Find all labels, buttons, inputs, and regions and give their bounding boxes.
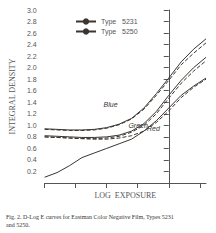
svg-text:2.6: 2.6 (27, 30, 37, 37)
svg-text:1.0: 1.0 (27, 122, 37, 129)
svg-text:2.8: 2.8 (27, 18, 37, 25)
svg-text:2.4: 2.4 (27, 41, 37, 48)
svg-text:1.2: 1.2 (27, 110, 37, 117)
svg-text:0.6: 0.6 (27, 145, 37, 152)
svg-text:1.8: 1.8 (27, 76, 37, 83)
svg-text:2.2: 2.2 (27, 53, 37, 60)
svg-text:LOG EXPOSURE: LOG EXPOSURE (94, 191, 156, 200)
svg-text:2.0: 2.0 (27, 64, 37, 71)
svg-text:Red: Red (147, 125, 161, 132)
svg-text:0.4: 0.4 (27, 156, 37, 163)
svg-text:3.0: 3.0 (27, 7, 37, 14)
svg-text:Green: Green (128, 122, 148, 129)
svg-text:1.4: 1.4 (27, 99, 37, 106)
svg-text:and 5250.: and 5250. (6, 222, 30, 228)
svg-text:Fig. 2. D-Log E curves for Eas: Fig. 2. D-Log E curves for Eastman Color… (6, 214, 174, 220)
svg-text:0.2: 0.2 (27, 168, 37, 175)
svg-text:1.6: 1.6 (27, 87, 37, 94)
svg-text:0.8: 0.8 (27, 133, 37, 140)
svg-text:Type 5250: Type 5250 (101, 28, 138, 36)
svg-text:INTEGRAL DENSITY: INTEGRAL DENSITY (8, 58, 17, 134)
svg-text:Type 5231: Type 5231 (101, 18, 138, 26)
svg-text:Blue: Blue (104, 101, 118, 108)
